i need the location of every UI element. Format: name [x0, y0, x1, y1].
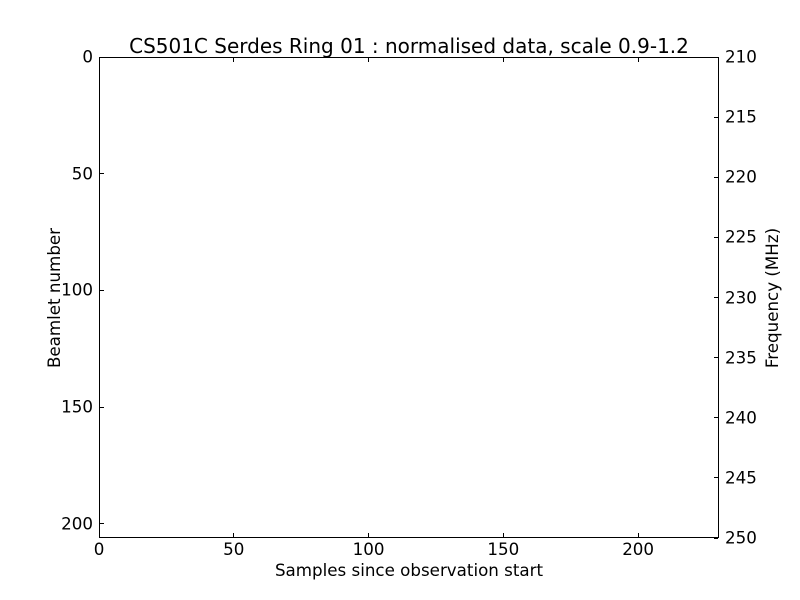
chart-title: CS501C Serdes Ring 01 : normalised data,…	[129, 34, 689, 58]
y-right-tick-mark	[714, 116, 718, 118]
y-right-tick-mark	[714, 236, 718, 238]
x-tick-label: 100	[352, 539, 385, 559]
y-left-tick-mark	[100, 289, 104, 291]
y-left-tick-mark	[100, 406, 104, 408]
y-left-tick-mark	[100, 523, 104, 525]
x-tick-mark-bottom	[502, 533, 504, 537]
y-left-tick-label: 0	[82, 46, 93, 67]
y-right-tick-mark	[714, 537, 718, 539]
y-right-tick-label: 235	[725, 347, 757, 368]
y-left-tick-label: 50	[71, 163, 93, 184]
y-right-tick-label: 230	[725, 286, 757, 307]
x-tick-mark-top	[637, 58, 639, 62]
x-tick-mark-bottom	[368, 533, 370, 537]
x-tick-label: 150	[487, 539, 520, 559]
y-right-tick-label: 215	[725, 106, 757, 127]
y-left-tick-label: 200	[61, 513, 93, 534]
x-tick-label: 200	[622, 539, 655, 559]
x-tick-mark-top	[502, 58, 504, 62]
x-tick-mark-bottom	[98, 533, 100, 537]
y-right-tick-label: 225	[725, 226, 757, 247]
y-right-tick-label: 220	[725, 166, 757, 187]
y-right-tick-mark	[714, 56, 718, 58]
y-right-tick-mark	[714, 357, 718, 359]
x-axis-label: Samples since observation start	[274, 560, 544, 580]
x-tick-mark-top	[368, 58, 370, 62]
y-right-tick-mark	[714, 176, 718, 178]
y-right-tick-label: 240	[725, 407, 757, 428]
y-left-tick-label: 100	[61, 279, 93, 300]
y-left-tick-mark	[100, 56, 104, 58]
y-right-tick-label: 245	[725, 467, 757, 488]
x-tick-mark-bottom	[637, 533, 639, 537]
plot-area	[99, 57, 719, 538]
y-right-tick-mark	[714, 477, 718, 479]
y-axis-label-left: Beamlet number	[44, 227, 64, 369]
y-right-tick-label: 210	[725, 46, 757, 67]
x-tick-label: 0	[93, 539, 105, 559]
y-left-tick-mark	[100, 173, 104, 175]
x-tick-mark-top	[98, 58, 100, 62]
y-right-tick-label: 250	[725, 527, 757, 548]
x-tick-mark-bottom	[233, 533, 235, 537]
x-tick-label: 50	[223, 539, 245, 559]
x-tick-mark-top	[233, 58, 235, 62]
y-left-tick-label: 150	[61, 396, 93, 417]
y-right-tick-mark	[714, 297, 718, 298]
y-right-tick-mark	[714, 417, 718, 419]
y-axis-label-right: Frequency (MHz)	[762, 227, 782, 369]
